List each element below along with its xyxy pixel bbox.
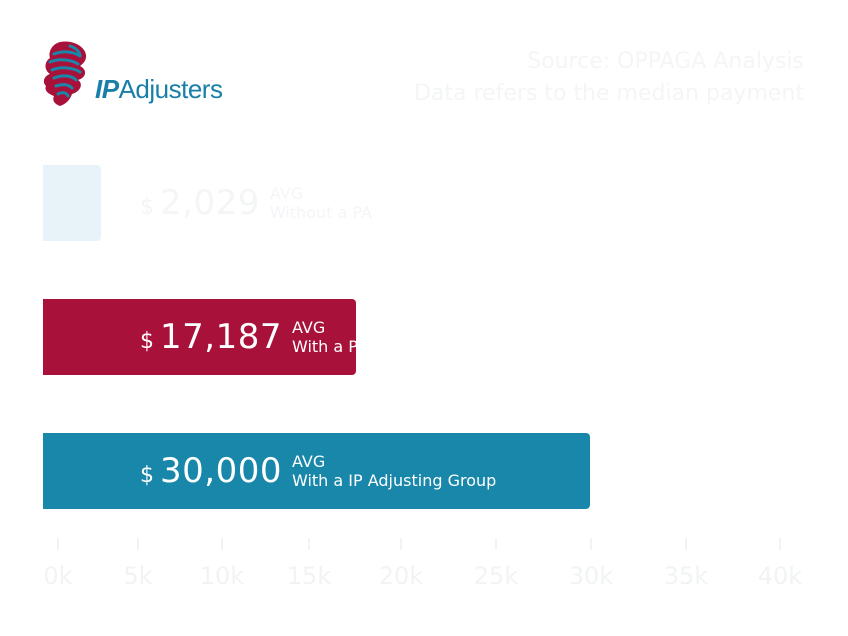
- currency-symbol: $: [140, 328, 154, 354]
- x-tick-mark: [137, 538, 139, 550]
- x-tick-label: 35k: [663, 562, 709, 590]
- bar-value: 2,029: [160, 183, 260, 223]
- logo-ip-text: IP: [95, 74, 119, 104]
- bar-value: 30,000: [160, 451, 282, 491]
- bar-with-pa: [43, 299, 357, 375]
- avg-tag: AVG: [291, 452, 326, 471]
- bar-tag: AVG With a IP Adjusting Group: [292, 452, 496, 490]
- x-tick-mark: [221, 538, 223, 550]
- x-tick-label: 40k: [757, 562, 803, 590]
- currency-symbol: $: [140, 462, 154, 488]
- avg-tag: AVG: [291, 318, 326, 337]
- x-tick-mark: [57, 538, 59, 550]
- bar-tag: AVG With a PA: [292, 318, 368, 356]
- x-axis: 0k 5k 10k 15k 20k 25k 30k 35k 40k: [0, 530, 848, 590]
- logo-wordmark: IPAdjusters: [95, 74, 223, 105]
- currency-symbol: $: [140, 194, 154, 220]
- x-tick-label: 15k: [286, 562, 332, 590]
- x-tick-mark: [400, 538, 402, 550]
- x-tick-label: 20k: [378, 562, 424, 590]
- tornado-logo-icon: [43, 41, 87, 107]
- source-line: Source: OPPAGA Analysis: [527, 49, 804, 74]
- x-tick-label: 25k: [473, 562, 519, 590]
- category-label: With a PA: [291, 337, 368, 356]
- category-label: Without a PA: [269, 203, 372, 222]
- bar-value-label: $30,000 AVG With a IP Adjusting Group: [140, 445, 496, 497]
- x-tick-mark: [308, 538, 310, 550]
- bar-without-pa: [43, 165, 101, 241]
- bar-with-ip: [43, 433, 590, 509]
- x-tick-mark: [685, 538, 687, 550]
- x-tick-label: 0k: [43, 562, 73, 590]
- ip-adjusters-logo: IPAdjusters: [40, 40, 260, 112]
- category-label: With a IP Adjusting Group: [291, 471, 497, 490]
- bar-value: 17,187: [160, 317, 282, 357]
- avg-tag: AVG: [269, 184, 304, 203]
- x-tick-mark: [590, 538, 592, 550]
- bar-tag: AVG Without a PA: [270, 184, 372, 222]
- x-tick-mark: [779, 538, 781, 550]
- x-tick-label: 30k: [568, 562, 614, 590]
- bar-value-label: $2,029 AVG Without a PA: [140, 177, 372, 229]
- x-tick-mark: [495, 538, 497, 550]
- data-note-line: Data refers to the median payment: [413, 81, 804, 106]
- logo-rest-text: Adjusters: [118, 74, 223, 104]
- x-tick-label: 10k: [199, 562, 245, 590]
- bar-value-label: $17,187 AVG With a PA: [140, 311, 368, 363]
- x-tick-label: 5k: [123, 562, 153, 590]
- source-note: Source: OPPAGA Analysis Data refers to t…: [414, 46, 804, 110]
